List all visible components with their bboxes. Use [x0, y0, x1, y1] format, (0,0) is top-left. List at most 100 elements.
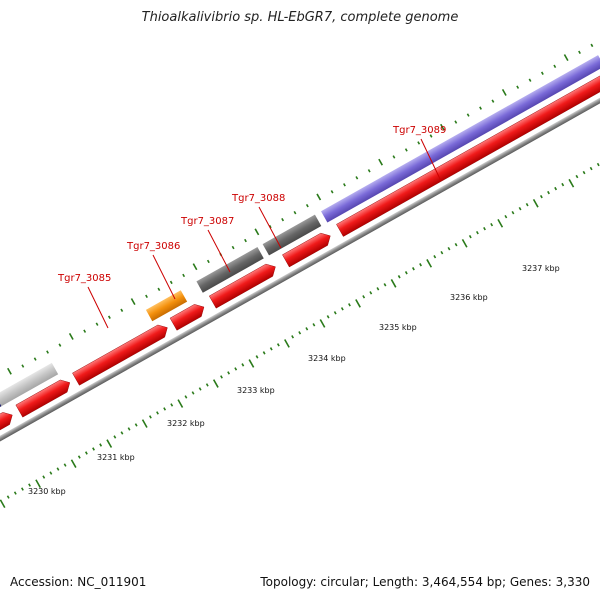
tick-mark [141, 419, 148, 428]
tick-mark [6, 495, 10, 499]
tick-mark [68, 332, 74, 340]
tick-mark [404, 271, 408, 275]
tick-mark [42, 475, 46, 479]
tick-mark [182, 273, 186, 278]
tick-mark [553, 64, 557, 68]
tick-mark [343, 183, 346, 187]
tick-mark [234, 367, 238, 371]
tick-mark [454, 120, 458, 124]
tick-mark [192, 263, 198, 271]
cds-arrow [0, 412, 13, 452]
tick-mark [376, 287, 380, 291]
gene-label[interactable]: Tgr7_3088 [231, 193, 285, 204]
callout-leader-line [87, 286, 109, 329]
scale-tick-ring [0, 162, 600, 509]
tick-mark [305, 204, 309, 208]
tick-mark [177, 399, 184, 408]
tick-mark [95, 322, 99, 326]
tick-mark [157, 287, 161, 292]
tick-mark [113, 435, 117, 439]
tick-mark [269, 347, 273, 351]
tick-mark [528, 78, 532, 82]
gene-callouts: Tgr7_3085 Tgr7_3086 Tgr7_3087 Tgr7_3088 Tgr7… [57, 125, 446, 329]
tick-mark [63, 463, 67, 467]
genome-stats-label: Topology: circular; Length: 3,464,554 bp… [260, 575, 590, 589]
tick-mark [227, 371, 231, 375]
tick-mark [316, 193, 322, 201]
cds-arrow [282, 232, 331, 268]
scale-label: 3233 kbp [237, 386, 275, 395]
tick-mark [120, 308, 124, 312]
tick-mark [417, 141, 421, 145]
cog-block [0, 362, 59, 407]
genome-track-frame [0, 43, 600, 509]
scale-labels: 3230 kbp 3231 kbp 3232 kbp 3233 kbp 3234 kbp… [28, 264, 560, 496]
tick-mark [148, 415, 152, 419]
tick-mark [276, 343, 280, 347]
tick-mark [319, 319, 326, 328]
tick-mark [298, 331, 302, 335]
scale-label: 3234 kbp [308, 354, 346, 363]
tick-mark [7, 367, 12, 375]
gene-label[interactable]: Tgr7_3086 [126, 241, 180, 252]
tick-mark [355, 176, 359, 180]
tick-mark [248, 359, 255, 368]
tick-mark [170, 403, 174, 407]
scale-label: 3235 kbp [379, 323, 417, 332]
tick-mark [169, 280, 173, 285]
tick-mark [468, 234, 472, 239]
tick-mark [262, 351, 266, 355]
tick-mark [268, 224, 272, 229]
tick-mark [378, 158, 384, 166]
tick-mark [220, 375, 223, 379]
tick-mark [241, 363, 245, 367]
callout-leader-line [420, 138, 442, 182]
cds-track [0, 69, 600, 452]
callout-leader-line [258, 206, 282, 249]
tick-mark [412, 267, 415, 271]
tick-mark [511, 210, 515, 215]
tick-mark [404, 148, 408, 152]
tick-mark [561, 182, 565, 187]
tick-mark [83, 329, 87, 333]
callout-leader-line [207, 229, 231, 273]
tick-mark [392, 155, 396, 159]
tick-mark [156, 411, 159, 415]
cds-arrow [336, 69, 600, 237]
tick-mark [21, 487, 24, 491]
tick-mark [362, 295, 366, 299]
tick-mark [205, 383, 209, 387]
tick-mark [33, 357, 37, 361]
tick-mark [590, 43, 594, 48]
tick-mark [106, 439, 113, 448]
gene-label[interactable]: Tgr7_3087 [180, 216, 234, 227]
tick-mark [454, 243, 458, 247]
cog-block [145, 290, 188, 322]
tick-mark [134, 423, 138, 427]
map-title: Thioalkalivibrio sp. HL-EbGR7, complete … [141, 10, 459, 25]
scale-label: 3236 kbp [450, 293, 488, 302]
tick-mark [554, 186, 558, 191]
scale-label: 3231 kbp [97, 453, 135, 462]
cds-arrow [208, 263, 276, 309]
tick-mark [84, 451, 88, 455]
tick-mark [120, 431, 124, 435]
tick-mark [419, 263, 422, 267]
scale-label: 3230 kbp [28, 487, 66, 496]
tick-mark [447, 247, 451, 251]
gene-label[interactable]: Tgr7_3089 [392, 125, 446, 136]
tick-mark [440, 251, 444, 255]
gene-label[interactable]: Tgr7_3085 [57, 273, 111, 284]
tick-mark [145, 294, 148, 299]
tick-mark [305, 327, 309, 331]
tick-mark [284, 339, 290, 348]
tick-mark [516, 85, 520, 89]
tick-mark [429, 134, 433, 138]
tick-mark [483, 226, 486, 231]
tick-mark [254, 228, 260, 236]
tick-mark [184, 395, 188, 399]
tick-mark [383, 283, 387, 287]
tick-mark [491, 99, 495, 103]
tick-mark [21, 364, 25, 368]
